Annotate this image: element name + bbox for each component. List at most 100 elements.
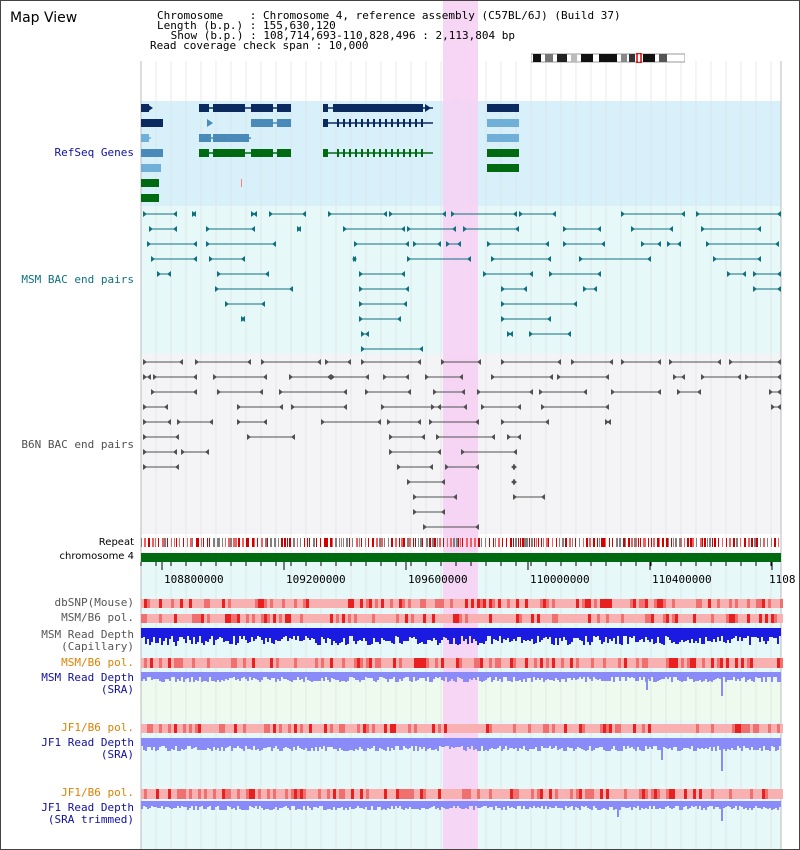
read-depth-bar xyxy=(165,628,167,638)
snp-density-cell xyxy=(237,658,240,668)
snp-density-cell xyxy=(288,658,291,668)
repeat-mark xyxy=(572,538,573,547)
snp-density-cell xyxy=(744,658,747,668)
snp-density-cell xyxy=(417,599,420,608)
read-depth-bar xyxy=(149,628,151,645)
snp-density-cell xyxy=(309,614,312,623)
snp-density-cell xyxy=(282,724,285,733)
read-depth-bar xyxy=(405,672,407,677)
read-depth-bar xyxy=(223,672,225,681)
repeat-mark xyxy=(579,538,580,547)
read-depth-bar xyxy=(145,628,147,644)
snp-density-cell xyxy=(678,789,681,799)
snp-density-cell xyxy=(405,599,408,608)
snp-density-cell xyxy=(582,658,585,668)
read-depth-bar xyxy=(189,672,191,682)
read-depth-bar xyxy=(295,672,297,680)
snp-density-cell xyxy=(153,724,156,733)
snp-density-cell xyxy=(543,789,546,799)
read-depth-bar xyxy=(699,628,701,638)
read-depth-bar xyxy=(635,628,637,642)
read-depth-bar xyxy=(197,801,199,810)
read-depth-bar xyxy=(685,738,687,748)
bac-end xyxy=(175,464,179,470)
gene-exon xyxy=(199,104,209,112)
read-depth-bar xyxy=(401,672,403,681)
read-depth-bar xyxy=(143,672,145,679)
read-depth-bar xyxy=(299,801,301,809)
read-depth-bar xyxy=(141,672,143,681)
read-depth-bar xyxy=(147,801,149,809)
snp-density-cell xyxy=(639,724,642,733)
read-depth-bar xyxy=(339,738,341,748)
read-depth-bar xyxy=(391,628,393,643)
snp-density-cell xyxy=(327,614,330,623)
snp-density-cell xyxy=(600,599,603,608)
snp-density-cell xyxy=(708,599,711,608)
snp-density-cell xyxy=(510,789,513,799)
snp-density-cell xyxy=(666,658,669,668)
bac-end xyxy=(383,374,387,380)
repeat-mark xyxy=(335,538,337,547)
read-depth-bar xyxy=(633,801,635,807)
snp-density-cell xyxy=(570,789,573,799)
chromosome-ideogram[interactable] xyxy=(531,53,685,63)
snp-density-cell xyxy=(756,724,759,733)
read-depth-bar xyxy=(297,628,299,636)
snp-density-cell xyxy=(630,614,633,623)
snp-density-cell xyxy=(450,599,453,608)
read-depth-bar xyxy=(169,801,171,808)
read-depth-bar xyxy=(421,628,423,642)
read-depth-bar xyxy=(291,628,293,639)
snp-density-cell xyxy=(171,789,174,799)
snp-density-cell xyxy=(681,658,684,668)
read-depth-bar xyxy=(221,628,223,638)
snp-density-cell xyxy=(150,789,153,799)
read-depth-bar xyxy=(193,672,195,682)
snp-density-cell xyxy=(222,599,225,608)
read-depth-bar xyxy=(643,801,645,809)
bac-end xyxy=(657,389,661,395)
snp-density-cell xyxy=(435,789,438,799)
gene-exon xyxy=(141,119,163,127)
read-depth-bar xyxy=(527,801,529,809)
read-depth-spike xyxy=(175,628,177,646)
read-depth-bar xyxy=(187,738,189,746)
read-depth-bar xyxy=(319,801,321,806)
read-depth-bar xyxy=(329,738,331,747)
read-depth-bar xyxy=(745,738,747,748)
snp-density-cell xyxy=(726,658,729,668)
read-depth-bar xyxy=(389,738,391,751)
repeat-mark xyxy=(418,538,419,547)
bac-end xyxy=(477,359,481,365)
snp-density-cell xyxy=(738,614,741,623)
snp-density-cell xyxy=(660,614,663,623)
snp-density-cell xyxy=(522,789,525,799)
read-depth-bar xyxy=(641,672,643,680)
snp-density-cell xyxy=(186,789,189,799)
read-depth-bar xyxy=(201,801,203,806)
bac-end xyxy=(621,359,625,365)
snp-density-cell xyxy=(777,724,780,733)
read-depth-bar xyxy=(513,801,515,808)
bac-end xyxy=(517,434,521,440)
read-depth-bar xyxy=(723,801,725,808)
read-depth-bar xyxy=(399,628,401,643)
read-depth-bar xyxy=(473,672,475,678)
read-depth-bar xyxy=(665,801,667,807)
snp-density-cell xyxy=(723,599,726,608)
snp-density-cell xyxy=(477,789,480,799)
read-depth-bar xyxy=(729,628,731,643)
snp-density-cell xyxy=(159,658,162,668)
read-depth-bar xyxy=(623,628,625,636)
snp-density-cell xyxy=(636,599,639,608)
snp-density-cell xyxy=(696,599,699,608)
snp-density-cell xyxy=(447,789,450,799)
read-depth-spike xyxy=(721,801,723,821)
snp-density-cell xyxy=(270,614,273,623)
read-depth-bar xyxy=(691,628,693,639)
read-depth-bar xyxy=(755,672,757,677)
bac-end xyxy=(403,301,407,307)
read-depth-bar xyxy=(751,672,753,681)
